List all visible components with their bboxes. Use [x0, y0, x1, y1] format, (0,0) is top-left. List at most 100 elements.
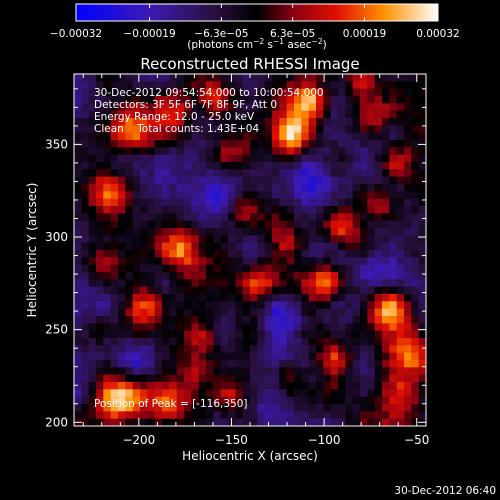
heatmap-cell	[118, 176, 126, 185]
heatmap-cell	[382, 294, 390, 302]
heatmap-cell	[272, 330, 280, 339]
heatmap-cell	[404, 154, 412, 163]
heatmap-cell	[154, 154, 163, 163]
heatmap-cell	[118, 257, 126, 266]
heatmap-cell	[323, 396, 332, 405]
heatmap-cell	[389, 191, 398, 200]
heatmap-cell	[411, 103, 420, 112]
heatmap-cell	[125, 396, 134, 405]
heatmap-cell	[74, 176, 82, 185]
heatmap-cell	[213, 316, 222, 324]
heatmap-cell	[272, 411, 280, 420]
heatmap-cell	[242, 308, 251, 317]
heatmap-cell	[118, 74, 126, 82]
heatmap-cell	[316, 110, 324, 119]
heatmap-cell	[367, 301, 376, 310]
heatmap-cell	[235, 169, 244, 178]
heatmap-cell	[228, 125, 236, 134]
heatmap-cell	[352, 418, 361, 426]
heatmap-cell	[294, 396, 302, 405]
heatmap-cell	[147, 132, 156, 141]
heatmap-cell	[374, 250, 383, 258]
heatmap-cell	[242, 338, 251, 346]
heatmap-cell	[74, 213, 82, 222]
heatmap-cell	[213, 88, 222, 97]
heatmap-cell	[279, 279, 288, 288]
heatmap-cell	[206, 279, 214, 288]
heatmap-cell	[301, 88, 310, 97]
heatmap-cell	[323, 279, 332, 288]
heatmap-cell	[147, 88, 156, 97]
heatmap-cell	[257, 118, 266, 126]
heatmap-cell	[191, 286, 200, 295]
heatmap-cell	[103, 103, 112, 112]
heatmap-cell	[374, 330, 383, 339]
heatmap-cell	[308, 242, 317, 251]
heatmap-cell	[264, 411, 273, 420]
heatmap-cell	[330, 272, 339, 280]
heatmap-cell	[147, 140, 156, 148]
chart-title: Reconstructed RHESSI Image	[140, 55, 359, 73]
heatmap-cell	[374, 411, 383, 420]
heatmap-cell	[242, 147, 251, 156]
heatmap-cell	[250, 308, 258, 317]
heatmap-cell	[396, 360, 405, 368]
heatmap-cell	[396, 206, 405, 214]
heatmap-cell	[162, 125, 170, 134]
heatmap-cell	[169, 118, 178, 126]
heatmap-cell	[162, 338, 170, 346]
heatmap-cell	[389, 272, 398, 280]
heatmap-cell	[301, 294, 310, 302]
heatmap-cell	[360, 242, 368, 251]
heatmap-cell	[294, 147, 302, 156]
heatmap-cell	[250, 96, 258, 104]
heatmap-cell	[235, 330, 244, 339]
heatmap-cell	[228, 389, 236, 398]
heatmap-cell	[191, 389, 200, 398]
heatmap-cell	[147, 374, 156, 383]
heatmap-cell	[235, 184, 244, 192]
heatmap-cell	[140, 198, 148, 207]
heatmap-cell	[308, 272, 317, 280]
heatmap-cell	[103, 184, 112, 192]
heatmap-cell	[286, 352, 295, 361]
heatmap-cell	[242, 169, 251, 178]
heatmap-cell	[367, 367, 376, 376]
heatmap-cell	[374, 382, 383, 390]
heatmap-cell	[198, 81, 207, 90]
heatmap-cell	[272, 316, 280, 324]
heatmap-cell	[235, 242, 244, 251]
heatmap-cell	[228, 88, 236, 97]
heatmap-cell	[418, 220, 426, 229]
heatmap-cell	[272, 389, 280, 398]
heatmap-cell	[301, 257, 310, 266]
heatmap-cell	[110, 206, 119, 214]
heatmap-cell	[360, 184, 368, 192]
heatmap-cell	[242, 352, 251, 361]
heatmap-cell	[418, 374, 426, 383]
heatmap-cell	[250, 176, 258, 185]
heatmap-cell	[191, 184, 200, 192]
heatmap-cell	[404, 279, 412, 288]
heatmap-cell	[96, 257, 104, 266]
heatmap-cell	[81, 404, 90, 412]
heatmap-cell	[220, 132, 229, 141]
heatmap-cell	[110, 345, 119, 354]
heatmap-cell	[338, 110, 346, 119]
heatmap-cell	[184, 396, 192, 405]
heatmap-cell	[411, 330, 420, 339]
heatmap-cell	[345, 338, 354, 346]
heatmap-cell	[301, 125, 310, 134]
heatmap-cell	[88, 323, 97, 332]
heatmap-cell	[264, 301, 273, 310]
heatmap-cell	[382, 382, 390, 390]
heatmap-cell	[404, 411, 412, 420]
heatmap-cell	[147, 154, 156, 163]
heatmap-cell	[96, 338, 104, 346]
heatmap-cell	[162, 352, 170, 361]
heatmap-cell	[286, 374, 295, 383]
heatmap-cell	[110, 257, 119, 266]
heatmap-cell	[360, 389, 368, 398]
heatmap-cell	[330, 352, 339, 361]
heatmap-cell	[176, 352, 185, 361]
